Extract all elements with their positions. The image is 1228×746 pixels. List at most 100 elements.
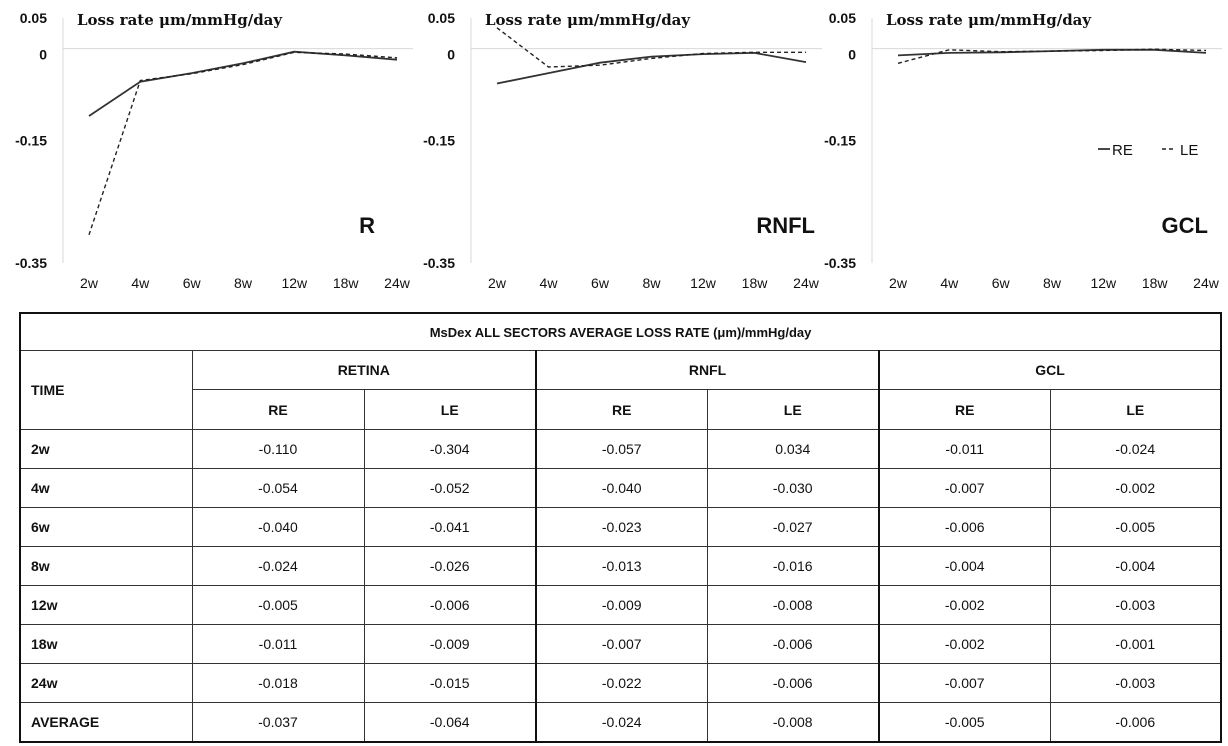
table-cell: -0.022 — [535, 663, 708, 703]
subheader: LE — [706, 389, 880, 430]
x-tick-label: 24w — [1193, 275, 1220, 291]
panel-label: RNFL — [756, 213, 815, 238]
y-tick-label: -0.15 — [423, 133, 455, 149]
table-row: 8w -0.024 -0.026 -0.013 -0.016 -0.004 -0.004 — [19, 546, 1222, 586]
series-line-le — [88, 51, 398, 236]
x-tick-label: 8w — [643, 275, 662, 291]
row-label: 18w — [19, 624, 193, 664]
row-label: AVERAGE — [19, 702, 193, 743]
y-tick-label: 0 — [39, 47, 47, 63]
table-cell: -0.018 — [191, 663, 365, 703]
table-row: AVERAGE -0.037 -0.064 -0.024 -0.008 -0.005 -0.… — [19, 702, 1222, 743]
panel-label: GCL — [1162, 213, 1208, 238]
table-cell: -0.006 — [1049, 702, 1222, 743]
x-tick-label: 4w — [131, 275, 150, 291]
row-label: 4w — [19, 468, 193, 508]
time-header: TIME — [19, 350, 193, 430]
table-cell: -0.027 — [706, 507, 880, 547]
x-tick-label: 6w — [591, 275, 610, 291]
charts-area: Loss rate μm/mmHg/day 0.05 0 -0.15 -0.35 2w 4w… — [0, 0, 1228, 300]
table-cell: -0.016 — [706, 546, 880, 586]
table-cell: -0.011 — [191, 624, 365, 664]
series-line-le — [496, 27, 806, 68]
table-row: 18w -0.011 -0.009 -0.007 -0.006 -0.002 -0.001 — [19, 624, 1222, 664]
y-tick-label: -0.35 — [824, 255, 856, 271]
table-row: 12w -0.005 -0.006 -0.009 -0.008 -0.002 -0.003 — [19, 585, 1222, 625]
table-cell: -0.011 — [878, 429, 1051, 469]
chart-title: Loss rate μm/mmHg/day — [77, 11, 283, 29]
table-cell: -0.005 — [1049, 507, 1222, 547]
table-cell: -0.002 — [878, 624, 1051, 664]
row-label: 12w — [19, 585, 193, 625]
subheader: RE — [191, 389, 365, 430]
x-tick-label: 12w — [1090, 275, 1117, 291]
y-tick-label: 0 — [848, 47, 856, 63]
y-tick-label: 0 — [447, 47, 455, 63]
subheader: RE — [535, 389, 708, 430]
row-label: 24w — [19, 663, 193, 703]
subheader: LE — [1049, 389, 1222, 430]
chart-title: Loss rate μm/mmHg/day — [886, 11, 1092, 29]
table-cell: -0.003 — [1049, 663, 1222, 703]
y-tick-label: 0.05 — [20, 10, 47, 26]
table-cell: -0.006 — [706, 663, 880, 703]
table-cell: -0.024 — [1049, 429, 1222, 469]
charts-svg: Loss rate μm/mmHg/day 0.05 0 -0.15 -0.35 2w 4w… — [15, 10, 1222, 291]
y-tick-label: -0.35 — [15, 255, 47, 271]
panel-label: R — [359, 213, 375, 238]
y-tick-label: -0.15 — [15, 133, 47, 149]
x-tick-label: 2w — [80, 275, 99, 291]
chart-title: Loss rate μm/mmHg/day — [485, 11, 691, 29]
legend-label-le: LE — [1180, 142, 1198, 159]
table-cell: -0.054 — [191, 468, 365, 508]
table-cell: -0.024 — [535, 702, 708, 743]
table-row: 6w -0.040 -0.041 -0.023 -0.027 -0.006 -0.005 — [19, 507, 1222, 547]
x-tick-label: 6w — [992, 275, 1011, 291]
y-tick-label: 0.05 — [428, 10, 455, 26]
table-cell: -0.024 — [191, 546, 365, 586]
x-tick-label: 8w — [1043, 275, 1062, 291]
table-cell: -0.052 — [363, 468, 537, 508]
row-label: 2w — [19, 429, 193, 469]
y-tick-label: -0.15 — [824, 133, 856, 149]
y-tick-label: -0.35 — [423, 255, 455, 271]
table-cell: -0.030 — [706, 468, 880, 508]
table-cell: -0.006 — [706, 624, 880, 664]
table-cell: -0.005 — [191, 585, 365, 625]
row-label: 8w — [19, 546, 193, 586]
series-line-re — [496, 51, 807, 85]
x-tick-label: 24w — [793, 275, 820, 291]
group-header-retina: RETINA — [191, 350, 537, 390]
y-tick-label: 0.05 — [829, 10, 856, 26]
table-cell: -0.005 — [878, 702, 1051, 743]
table-cell: -0.006 — [878, 507, 1051, 547]
table-body: 2w -0.110 -0.304 -0.057 0.034 -0.011 -0.024 4w -… — [19, 429, 1222, 743]
subheader: LE — [363, 389, 537, 430]
table-cell: -0.002 — [1049, 468, 1222, 508]
table-cell: -0.009 — [363, 624, 537, 664]
subheader: RE — [878, 389, 1051, 430]
table-cell: -0.037 — [191, 702, 365, 743]
x-tick-label: 8w — [234, 275, 253, 291]
table-cell: -0.008 — [706, 585, 880, 625]
table-cell: -0.040 — [191, 507, 365, 547]
table-cell: -0.041 — [363, 507, 537, 547]
table-cell: -0.008 — [706, 702, 880, 743]
x-tick-label: 18w — [333, 275, 360, 291]
table-cell: -0.007 — [535, 624, 708, 664]
table-cell: -0.004 — [878, 546, 1051, 586]
row-label: 6w — [19, 507, 193, 547]
x-tick-label: 2w — [488, 275, 507, 291]
table-cell: -0.026 — [363, 546, 537, 586]
group-header-rnfl: RNFL — [535, 350, 880, 390]
x-tick-label: 4w — [940, 275, 959, 291]
loss-rate-table: MsDex ALL SECTORS AVERAGE LOSS RATE (μm)… — [19, 312, 1223, 743]
table-cell: -0.023 — [535, 507, 708, 547]
table-cell: -0.007 — [878, 663, 1051, 703]
x-tick-label: 6w — [183, 275, 202, 291]
series-line-re — [88, 50, 398, 117]
table-cell: -0.013 — [535, 546, 708, 586]
table-cell: -0.015 — [363, 663, 537, 703]
table-cell: -0.110 — [191, 429, 365, 469]
x-tick-label: 2w — [889, 275, 908, 291]
